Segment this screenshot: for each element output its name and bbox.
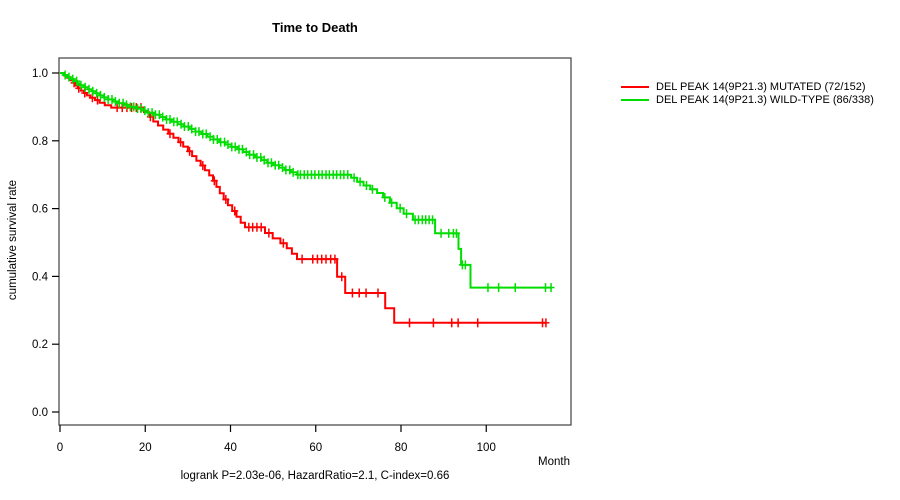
legend-label-mutated: DEL PEAK 14(9P21.3) MUTATED (72/152): [656, 80, 866, 93]
x-tick-label: 60: [309, 442, 322, 454]
y-tick-label: 0.8: [32, 136, 48, 148]
y-tick-label: 0.4: [32, 271, 49, 283]
page-title: Time to Death: [272, 20, 358, 35]
x-axis-label: Month: [538, 456, 570, 468]
y-tick-label: 0.2: [32, 339, 48, 351]
y-tick-label: 0.0: [32, 407, 48, 419]
mutated-line-swatch: [621, 85, 649, 88]
statistics-caption: logrank P=2.03e-06, HazardRatio=2.1, C-i…: [180, 470, 450, 482]
x-tick-label: 100: [477, 442, 496, 454]
x-tick-label: 20: [139, 442, 152, 454]
y-tick-label: 1.0: [32, 68, 48, 80]
legend-item-wildtype: DEL PEAK 14(9P21.3) WILD-TYPE (86/338): [621, 93, 874, 106]
wildtype-line-swatch: [621, 98, 649, 101]
y-tick-label: 0.6: [32, 204, 48, 216]
x-tick-label: 0: [57, 442, 63, 454]
legend-item-mutated: DEL PEAK 14(9P21.3) MUTATED (72/152): [621, 80, 874, 93]
x-tick-label: 80: [395, 442, 408, 454]
legend-label-wildtype: DEL PEAK 14(9P21.3) WILD-TYPE (86/338): [656, 93, 874, 106]
plot-box: [58, 57, 572, 426]
x-tick-label: 40: [224, 442, 237, 454]
legend: DEL PEAK 14(9P21.3) MUTATED (72/152) DEL…: [621, 80, 874, 106]
